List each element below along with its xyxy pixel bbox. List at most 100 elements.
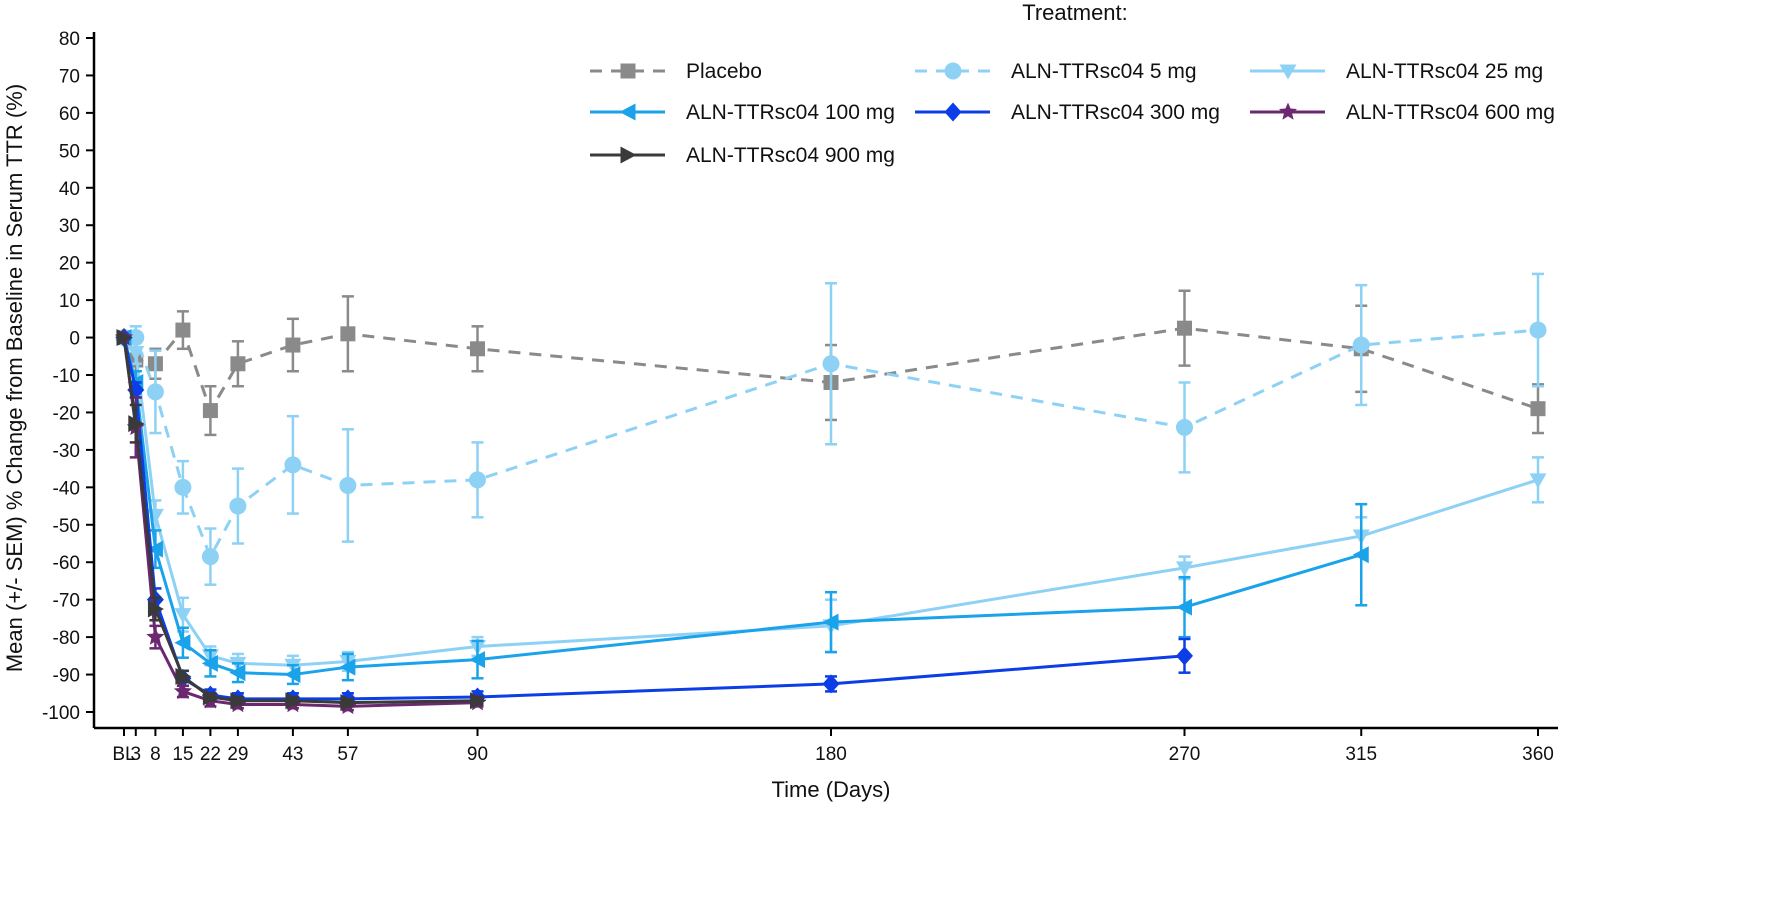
data-point xyxy=(284,666,301,684)
data-point xyxy=(174,608,192,624)
data-point xyxy=(174,634,191,652)
legend-item: ALN-TTRsc04 600 mg xyxy=(1250,101,1555,124)
data-point xyxy=(146,540,163,558)
data-point xyxy=(175,322,191,338)
legend-label: ALN-TTRsc04 100 mg xyxy=(686,101,895,124)
data-point xyxy=(229,664,246,682)
data-point xyxy=(128,415,145,433)
data-point xyxy=(127,346,145,362)
y-tick-label: -100 xyxy=(42,703,80,724)
data-point xyxy=(229,497,247,515)
legend-label: ALN-TTRsc04 5 mg xyxy=(1011,60,1197,83)
x-tick-label: 57 xyxy=(337,744,358,765)
y-tick-label: -80 xyxy=(53,628,80,649)
series-line xyxy=(122,337,1362,677)
data-point xyxy=(284,456,302,474)
x-tick-label: 270 xyxy=(1169,744,1201,765)
x-tick-label: 315 xyxy=(1345,744,1377,765)
data-point xyxy=(339,658,356,676)
data-point xyxy=(1529,321,1547,339)
legend-marker xyxy=(944,102,962,122)
y-tick-label: 80 xyxy=(59,29,80,50)
data-point xyxy=(340,326,356,342)
y-tick-label: 0 xyxy=(69,329,80,350)
data-point xyxy=(230,356,246,372)
legend-marker xyxy=(619,103,636,121)
data-point xyxy=(201,548,219,566)
axes: -100-90-80-70-60-50-40-30-20-10010203040… xyxy=(42,29,1558,765)
x-tick-label: 8 xyxy=(150,744,161,765)
legend: Placebo ALN-TTRsc04 5 mg ALN-TTRsc04 25 mg… xyxy=(590,60,1555,167)
series-line xyxy=(122,337,478,708)
y-tick-label: 60 xyxy=(59,104,80,125)
x-axis-title: Time (Days) xyxy=(772,777,891,802)
x-tick-label: 3 xyxy=(130,744,141,765)
data-point xyxy=(202,403,218,419)
x-tick-label: 180 xyxy=(815,744,847,765)
data-point xyxy=(230,692,247,710)
y-tick-label: 40 xyxy=(59,179,80,200)
y-tick-label: 70 xyxy=(59,66,80,87)
legend-marker xyxy=(1278,102,1298,120)
data-point xyxy=(1352,336,1370,354)
y-axis-title: Mean (+/- SEM) % Change from Baseline in… xyxy=(2,84,27,672)
legend-item: ALN-TTRsc04 25 mg xyxy=(1250,60,1543,83)
y-tick-label: 30 xyxy=(59,216,80,237)
data-point xyxy=(146,627,165,645)
y-tick-label: 50 xyxy=(59,141,80,162)
data-point xyxy=(174,478,192,496)
data-point xyxy=(1176,561,1193,577)
data-point xyxy=(1176,646,1193,666)
series-aln-ttrsc04-900-mg xyxy=(116,329,486,712)
data-point xyxy=(202,688,219,706)
y-tick-label: -30 xyxy=(53,441,80,462)
data-point xyxy=(285,692,302,710)
x-tick-label: 15 xyxy=(172,744,193,765)
series-layer xyxy=(114,272,1547,715)
y-tick-label: -70 xyxy=(53,591,80,612)
data-point xyxy=(340,694,357,712)
data-point xyxy=(285,337,301,353)
data-point xyxy=(116,329,133,347)
data-point xyxy=(1176,418,1193,436)
data-point xyxy=(469,471,486,489)
legend-item: Placebo xyxy=(590,60,762,83)
data-point xyxy=(822,674,840,694)
legend-label: ALN-TTRsc04 900 mg xyxy=(686,144,895,167)
y-tick-label: -50 xyxy=(53,516,80,537)
y-tick-label: -60 xyxy=(53,553,80,574)
x-tick-label: 90 xyxy=(467,744,488,765)
legend-item: ALN-TTRsc04 900 mg xyxy=(590,144,895,167)
series-aln-ttrsc04-5-mg xyxy=(115,272,1547,586)
y-tick-label: -20 xyxy=(53,403,80,424)
data-point xyxy=(201,654,218,672)
data-point xyxy=(1177,320,1192,336)
x-tick-label: 43 xyxy=(282,744,303,765)
data-point xyxy=(469,651,485,669)
legend-item: ALN-TTRsc04 5 mg xyxy=(915,60,1197,83)
series-aln-ttrsc04-300-mg xyxy=(115,328,1193,709)
series-line xyxy=(122,337,1185,701)
legend-item: ALN-TTRsc04 300 mg xyxy=(915,101,1220,124)
legend-item: ALN-TTRsc04 100 mg xyxy=(590,101,895,124)
data-point xyxy=(147,600,164,618)
series-line xyxy=(122,337,478,705)
legend-title: Treatment: xyxy=(1022,0,1128,25)
data-point xyxy=(1530,401,1546,417)
x-tick-label: 29 xyxy=(227,744,248,765)
series-aln-ttrsc04-100-mg xyxy=(115,329,1369,686)
data-point xyxy=(1352,546,1369,564)
legend-marker xyxy=(1279,64,1297,80)
y-tick-label: -10 xyxy=(53,366,80,387)
legend-marker xyxy=(944,62,962,80)
data-point xyxy=(1529,473,1547,489)
series-aln-ttrsc04-600-mg xyxy=(114,328,487,715)
legend-label: ALN-TTRsc04 25 mg xyxy=(1346,60,1543,83)
data-point xyxy=(822,355,840,373)
data-point xyxy=(146,383,164,401)
legend-marker xyxy=(620,63,636,79)
data-point xyxy=(175,667,192,685)
x-tick-label: 360 xyxy=(1522,744,1554,765)
data-point xyxy=(173,681,192,700)
